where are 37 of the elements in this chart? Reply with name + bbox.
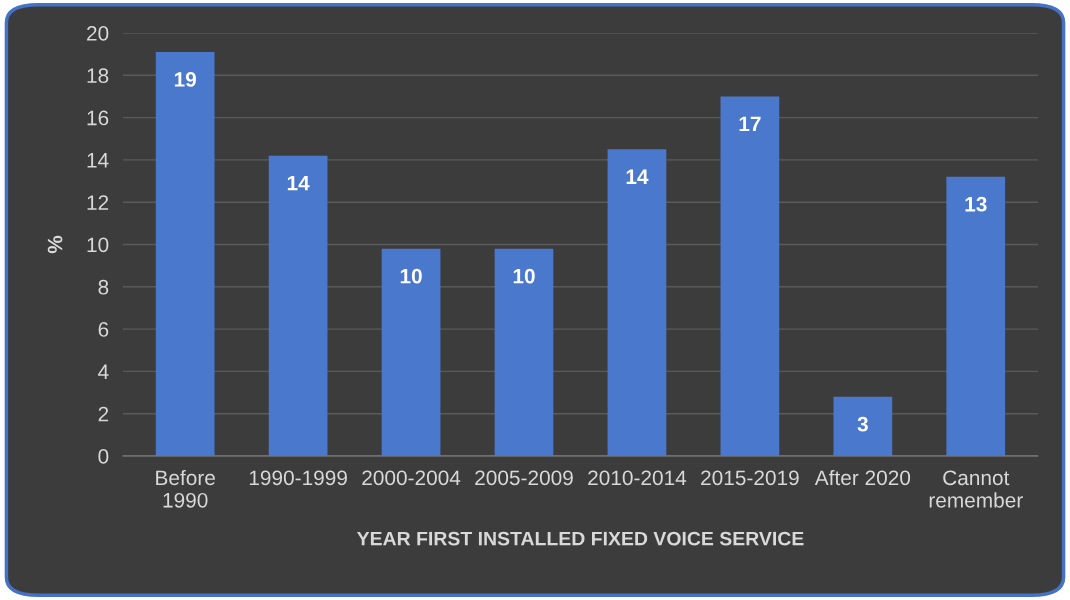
x-tick-label: 1990-1999 [249,470,347,486]
y-tick-label: 2 [98,406,109,422]
y-tick-label: 14 [87,153,109,168]
y-tick-label: 10 [87,237,109,253]
y-tick-label: 16 [87,110,109,126]
y-tick-label: 18 [87,68,109,84]
x-tick-label: 2005-2009 [475,470,573,486]
bar [494,248,554,456]
x-axis-title: YEAR FIRST INSTALLED FIXED VOICE SERVICE [356,531,804,546]
y-tick-label: 12 [87,195,109,210]
x-tick-label: Cannot remember [929,470,1023,508]
x-tick-label: Before 1990 [156,469,215,508]
x-tick-label: 2015-2019 [701,470,799,486]
bar [268,155,328,456]
bar [946,176,1006,456]
data-label: 13 [965,196,987,212]
y-tick-label: 0 [98,449,109,464]
data-label: 17 [739,116,761,132]
data-label: 14 [287,175,310,191]
bar [381,248,441,456]
bar [833,396,893,456]
data-label: 14 [626,169,649,184]
bar [607,149,667,456]
data-label: 3 [857,416,868,432]
y-tick-label: 4 [98,364,109,379]
data-label: 19 [174,72,196,87]
y-tick-label: 8 [98,279,109,295]
data-label: 10 [400,268,422,284]
x-tick-label: 2000-2004 [362,470,461,486]
x-tick-label: After 2020 [814,469,911,486]
data-label: 10 [513,268,535,284]
x-tick-label: 2010-2014 [588,470,687,486]
y-tick-label: 6 [98,322,109,337]
y-tick-label: 20 [87,26,109,41]
bar [720,96,780,456]
y-axis-title: % [47,235,63,254]
bar [155,52,215,456]
